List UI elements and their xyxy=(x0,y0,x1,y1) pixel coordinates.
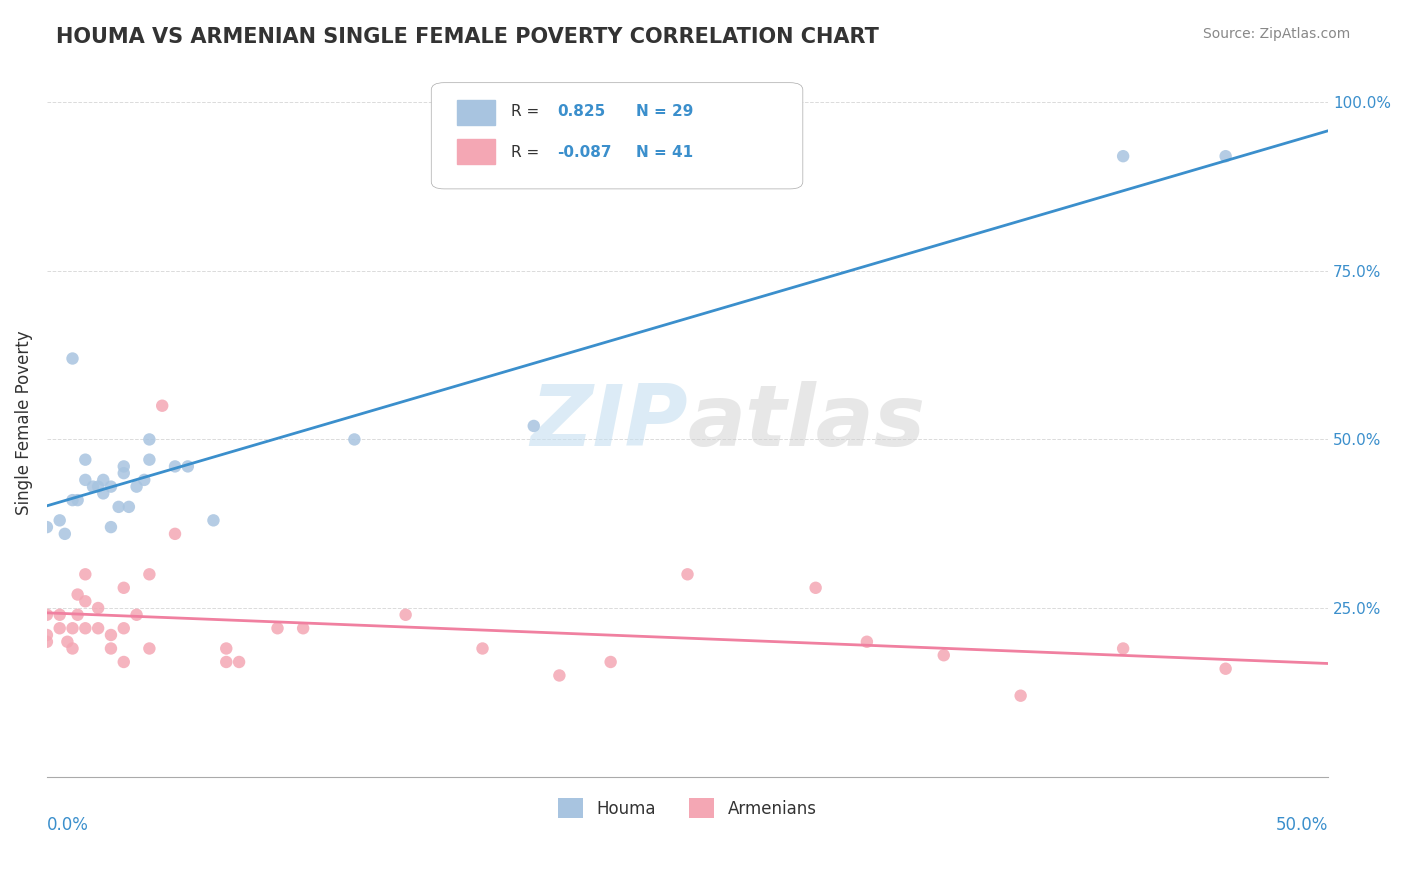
Point xyxy=(856,634,879,648)
Point xyxy=(100,520,122,534)
Text: Source: ZipAtlas.com: Source: ZipAtlas.com xyxy=(1202,27,1350,41)
Point xyxy=(118,500,141,514)
Point xyxy=(66,588,89,602)
Point xyxy=(75,452,97,467)
Point xyxy=(395,607,418,622)
Point xyxy=(112,621,135,635)
Point xyxy=(62,641,84,656)
Text: N = 29: N = 29 xyxy=(637,103,693,119)
Point xyxy=(215,641,238,656)
Point xyxy=(75,594,97,608)
Point xyxy=(87,601,110,615)
Point xyxy=(62,493,84,508)
Point xyxy=(548,668,571,682)
Point xyxy=(138,567,160,582)
Point xyxy=(471,641,494,656)
Point xyxy=(107,500,129,514)
Point xyxy=(163,526,186,541)
Point xyxy=(523,419,546,434)
Point xyxy=(91,473,114,487)
Point xyxy=(75,621,97,635)
Text: -0.087: -0.087 xyxy=(557,145,612,160)
Point xyxy=(35,607,58,622)
Point xyxy=(228,655,250,669)
Point xyxy=(82,480,104,494)
Point xyxy=(676,567,699,582)
Point xyxy=(91,486,114,500)
Point xyxy=(1010,689,1032,703)
FancyBboxPatch shape xyxy=(432,83,803,189)
Point xyxy=(1112,149,1135,163)
Bar xyxy=(457,101,495,125)
Point xyxy=(215,655,238,669)
Point xyxy=(48,513,70,527)
Text: R =: R = xyxy=(510,103,544,119)
Point xyxy=(35,520,58,534)
Point xyxy=(125,607,148,622)
Point xyxy=(138,433,160,447)
Point xyxy=(266,621,288,635)
Text: N = 41: N = 41 xyxy=(637,145,693,160)
Point xyxy=(56,634,79,648)
Point xyxy=(75,567,97,582)
Bar xyxy=(457,139,495,164)
Point xyxy=(125,480,148,494)
Point xyxy=(112,581,135,595)
Point xyxy=(932,648,955,663)
Text: R =: R = xyxy=(510,145,544,160)
Point xyxy=(163,459,186,474)
Point xyxy=(177,459,200,474)
Point xyxy=(62,621,84,635)
Point xyxy=(75,473,97,487)
Point xyxy=(1112,641,1135,656)
Point xyxy=(804,581,827,595)
Point xyxy=(62,351,84,366)
Text: ZIP: ZIP xyxy=(530,381,688,464)
Point xyxy=(53,526,76,541)
Point xyxy=(87,621,110,635)
Text: 0.0%: 0.0% xyxy=(46,815,89,833)
Point xyxy=(202,513,225,527)
Point xyxy=(599,655,621,669)
Point xyxy=(138,641,160,656)
Point xyxy=(1215,149,1237,163)
Point xyxy=(100,480,122,494)
Text: 50.0%: 50.0% xyxy=(1275,815,1329,833)
Point xyxy=(134,473,156,487)
Point xyxy=(66,607,89,622)
Text: 0.825: 0.825 xyxy=(557,103,605,119)
Point xyxy=(138,452,160,467)
Point xyxy=(66,493,89,508)
Point xyxy=(87,480,110,494)
Point xyxy=(100,641,122,656)
Text: HOUMA VS ARMENIAN SINGLE FEMALE POVERTY CORRELATION CHART: HOUMA VS ARMENIAN SINGLE FEMALE POVERTY … xyxy=(56,27,879,46)
Point xyxy=(150,399,173,413)
Y-axis label: Single Female Poverty: Single Female Poverty xyxy=(15,330,32,515)
Text: atlas: atlas xyxy=(688,381,925,464)
Point xyxy=(48,607,70,622)
Point xyxy=(100,628,122,642)
Point xyxy=(112,655,135,669)
Point xyxy=(1215,662,1237,676)
Point xyxy=(112,459,135,474)
Point xyxy=(112,466,135,480)
Point xyxy=(35,628,58,642)
Point xyxy=(292,621,315,635)
Point xyxy=(35,634,58,648)
Point xyxy=(48,621,70,635)
Point xyxy=(343,433,366,447)
Legend: Houma, Armenians: Houma, Armenians xyxy=(551,791,824,825)
